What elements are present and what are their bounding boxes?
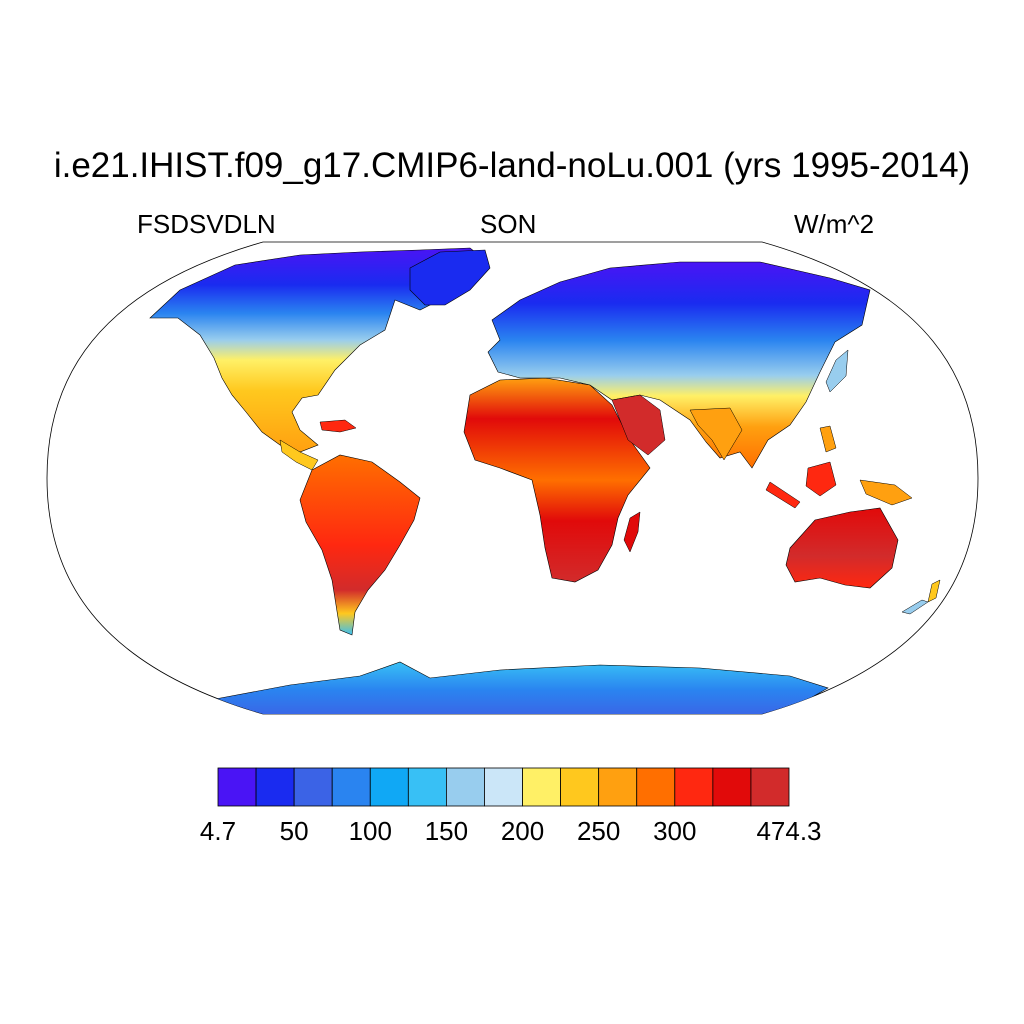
colorbar-box-5 xyxy=(407,767,447,807)
region-arabia xyxy=(611,394,666,456)
region-japan xyxy=(825,349,849,393)
colorbar-box-0 xyxy=(217,767,257,807)
colorbar-box-7 xyxy=(484,767,523,807)
region-south-america xyxy=(299,454,421,636)
map-title: i.e21.IHIST.f09_g17.CMIP6-land-noLu.001 … xyxy=(53,146,971,185)
region-philippines xyxy=(819,425,837,453)
region-greenland xyxy=(409,249,491,306)
region-new-guinea xyxy=(859,479,913,506)
region-india xyxy=(689,407,743,461)
region-eurasia xyxy=(487,261,871,469)
region-caribbean xyxy=(319,419,357,433)
region-sumatra xyxy=(765,481,801,509)
colorbar-box-10 xyxy=(598,767,638,807)
colorbar-box-1 xyxy=(255,767,295,807)
region-new-zealand xyxy=(927,579,941,603)
colorbar-box-6 xyxy=(445,767,485,807)
region-africa xyxy=(463,377,651,583)
region-new-zealand-south xyxy=(901,599,929,615)
colorbar-label: 50 xyxy=(280,816,309,846)
units-label: W/m^2 xyxy=(794,209,875,239)
colorbar-label: 150 xyxy=(425,816,468,846)
colorbar-box-3 xyxy=(331,767,371,807)
colorbar-label: 250 xyxy=(577,816,620,846)
region-australia xyxy=(785,507,899,589)
colorbar-label: 300 xyxy=(653,816,696,846)
season-label: SON xyxy=(480,209,537,239)
colorbar-box-11 xyxy=(636,767,676,807)
colorbar-box-9 xyxy=(560,767,600,807)
region-madagascar xyxy=(623,511,641,553)
colorbar-box-14 xyxy=(750,767,790,807)
region-north-america xyxy=(149,247,489,453)
colorbar-label: 200 xyxy=(501,816,544,846)
region-borneo xyxy=(805,461,837,497)
variable-label: FSDSVDLN xyxy=(137,209,276,239)
colorbar-box-13 xyxy=(712,767,752,807)
colorbar-box-4 xyxy=(369,767,409,807)
colorbar-box-8 xyxy=(522,767,561,807)
colorbar-label: 4.7 xyxy=(200,816,236,846)
colorbar-box-12 xyxy=(674,767,714,807)
colorbar-label: 474.3 xyxy=(756,816,821,846)
colorbar-label: 100 xyxy=(349,816,392,846)
colorbar-box-2 xyxy=(293,767,333,807)
region-antarctica xyxy=(208,661,829,714)
